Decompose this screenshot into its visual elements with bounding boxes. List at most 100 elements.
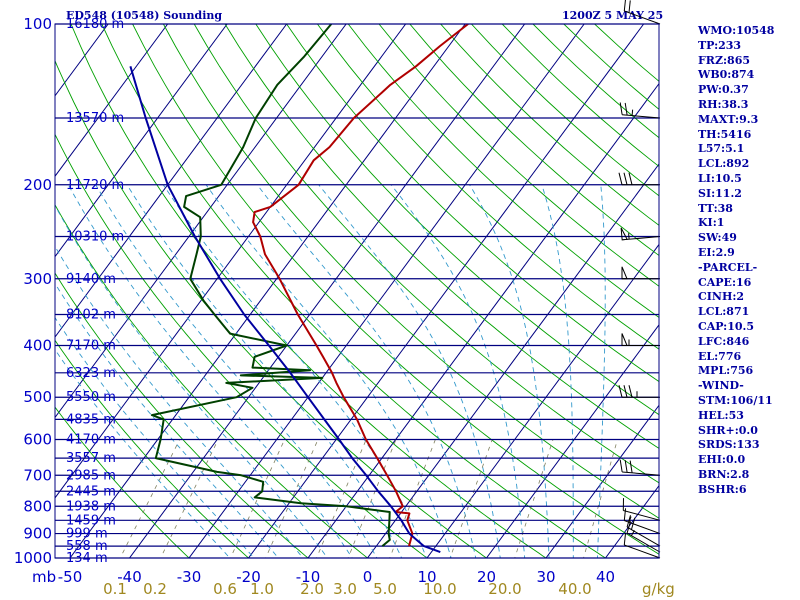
wind-barb-feather bbox=[629, 460, 633, 473]
wind-barb-feather bbox=[623, 508, 627, 521]
temperature-tick-label: 20 bbox=[477, 568, 496, 586]
stability-index-item: EI:2.9 bbox=[698, 245, 735, 259]
stability-index-item: EL:776 bbox=[698, 349, 742, 363]
isotherm-line bbox=[426, 243, 659, 558]
wind-barb-flag bbox=[620, 227, 628, 241]
stability-index-item: LCL:871 bbox=[698, 305, 750, 319]
wind-barb-feather bbox=[619, 459, 623, 473]
dry-adiabat-line bbox=[347, 24, 659, 318]
temperature-tick-label: -20 bbox=[236, 568, 261, 586]
pressure-tick-label: 800 bbox=[23, 497, 52, 515]
wind-barb-staff bbox=[622, 114, 661, 119]
height-level-label: 13570 m bbox=[66, 111, 124, 126]
stability-indices-panel: WMO:10548 TP:233 FRZ:865 WB0:874 PW:0.37 RH:3… bbox=[698, 24, 798, 498]
stability-index-item: WMO:10548 bbox=[698, 24, 775, 37]
pressure-unit-label: mb bbox=[32, 568, 56, 586]
wind-barb-feather bbox=[624, 102, 628, 116]
height-level-label: 8102 m bbox=[66, 308, 116, 323]
mixing-ratio-tick-label: 2.0 bbox=[300, 580, 324, 598]
pressure-tick-label: 700 bbox=[23, 466, 52, 484]
wind-barb bbox=[621, 333, 660, 347]
moist-adiabat-line bbox=[318, 184, 501, 558]
stability-index-item: TP:233 bbox=[698, 38, 742, 52]
dry-adiabat-line bbox=[224, 24, 659, 449]
chart-time: 1200Z 5 MAY 25 bbox=[562, 9, 663, 22]
mixing-ratio-tick-label: 0.1 bbox=[103, 580, 127, 598]
height-level-label: 558 m bbox=[66, 539, 108, 554]
temperature-tick-label: 30 bbox=[536, 568, 555, 586]
height-level-label: 1938 m bbox=[66, 499, 116, 514]
moist-adiabat-line bbox=[95, 184, 378, 558]
wind-barb bbox=[619, 459, 661, 476]
wind-barb bbox=[623, 0, 661, 25]
stability-index-item: CAPE:16 bbox=[698, 275, 752, 289]
moist-adiabat-line bbox=[597, 184, 606, 558]
dry-adiabat-line bbox=[55, 339, 250, 558]
isotherm-line bbox=[55, 24, 228, 258]
wind-barb-half-feather bbox=[628, 233, 630, 240]
stability-index-item: LI:10.5 bbox=[698, 171, 742, 185]
pressure-tick-label: 300 bbox=[23, 270, 52, 288]
wind-barb-feather bbox=[626, 521, 631, 534]
wind-barb bbox=[623, 508, 661, 535]
mixing-ratio-line bbox=[316, 439, 367, 558]
moist-adiabat-line bbox=[390, 184, 526, 558]
temperature-tick-label: -50 bbox=[58, 568, 83, 586]
dry-adiabat-line bbox=[255, 24, 659, 416]
height-level-label: 1459 m bbox=[66, 513, 116, 528]
parcel-profile-line bbox=[129, 66, 441, 554]
wind-barb-feather bbox=[623, 0, 626, 12]
dry-adiabat-line bbox=[101, 24, 607, 558]
isotherm-line bbox=[55, 24, 288, 338]
wind-barb-feather bbox=[618, 385, 623, 398]
isotherm-line bbox=[55, 24, 407, 499]
mixing-ratio-tick-label: 10.0 bbox=[423, 580, 456, 598]
moist-adiabat-line bbox=[126, 184, 403, 558]
isotherm-line bbox=[69, 24, 466, 558]
mixing-ratio-line bbox=[160, 439, 219, 558]
stability-index-item: SW:49 bbox=[698, 231, 737, 245]
wind-barb bbox=[618, 172, 660, 186]
mixing-ratio-tick-label: 1.0 bbox=[250, 580, 274, 598]
stability-index-item: PW:0.37 bbox=[698, 83, 749, 97]
moist-adiabat-line bbox=[541, 184, 574, 558]
moist-adiabat-line bbox=[469, 184, 550, 558]
stability-index-item: SRDS:133 bbox=[698, 438, 760, 452]
temperature-tick-label: 40 bbox=[596, 568, 615, 586]
wind-barb-staff bbox=[626, 532, 661, 553]
mixing-ratio-line bbox=[389, 439, 436, 558]
mixing-ratio-line bbox=[119, 439, 181, 558]
wind-barb bbox=[620, 227, 661, 241]
mixing-ratio-tick-label: 20.0 bbox=[488, 580, 521, 598]
wind-barb-staff bbox=[624, 544, 661, 559]
stability-index-item: -WIND- bbox=[698, 379, 744, 393]
wind-barb-feather bbox=[623, 532, 627, 546]
dry-adiabat-line bbox=[163, 24, 659, 519]
dry-adiabat-line bbox=[55, 133, 428, 558]
dry-adiabat-line bbox=[132, 24, 659, 555]
isotherm-line bbox=[545, 404, 659, 558]
height-level-label: 2445 m bbox=[66, 484, 116, 499]
dry-adiabat-line bbox=[286, 24, 659, 383]
mixing-ratio-line bbox=[449, 439, 493, 558]
pressure-tick-label: 1000 bbox=[14, 549, 52, 567]
moist-adiabat-line bbox=[55, 348, 231, 558]
height-level-label: 7170 m bbox=[66, 339, 116, 354]
moist-adiabat-line bbox=[256, 184, 477, 558]
stability-index-item: LCL:892 bbox=[698, 157, 750, 171]
wind-barb-staff bbox=[623, 509, 661, 521]
mixing-ratio-tick-label: 3.0 bbox=[333, 580, 357, 598]
temperature-tick-label: 0 bbox=[363, 568, 373, 586]
stability-index-item: -PARCEL- bbox=[698, 260, 758, 274]
wind-barb-feather bbox=[619, 102, 623, 115]
isotherm-line bbox=[55, 24, 347, 419]
isotherm-line bbox=[485, 324, 659, 558]
stability-index-item: TH:5416 bbox=[698, 127, 752, 141]
wind-barb bbox=[622, 498, 661, 521]
temperature-tick-label: 10 bbox=[417, 568, 436, 586]
mixing-ratio-unit-label: g/kg bbox=[642, 580, 675, 598]
stability-index-item: L57:5.1 bbox=[698, 142, 745, 156]
wind-barb-feather bbox=[623, 385, 628, 398]
mixing-ratio-tick-label: 0.2 bbox=[143, 580, 167, 598]
